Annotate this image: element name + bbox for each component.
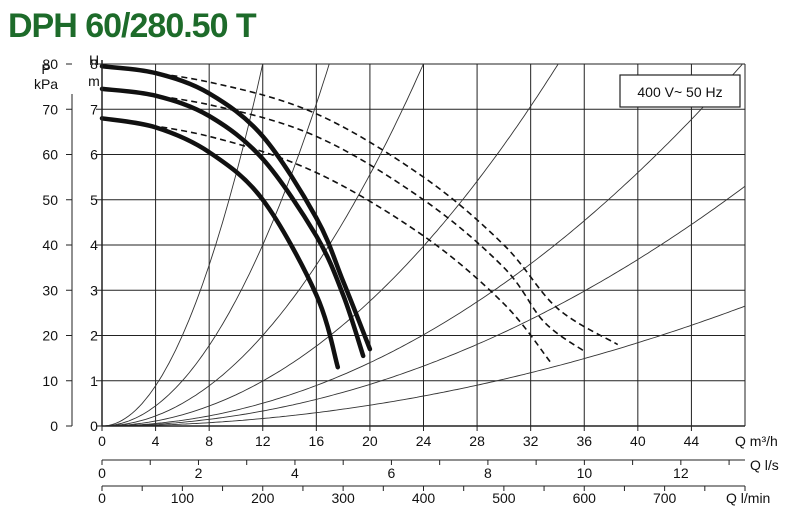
pump-curve-solid — [99, 116, 341, 370]
x-tick-label: 0 — [98, 433, 106, 449]
x2-tick-label: 6 — [388, 465, 396, 481]
y-tick-label: 4 — [90, 237, 98, 253]
x3-tick-label: 400 — [412, 490, 436, 506]
pump-curve-dashed — [101, 65, 619, 346]
system-curve — [102, 63, 743, 427]
annotation-box — [619, 74, 741, 108]
y-tick-label: 3 — [90, 282, 98, 298]
y-tick-label: 0 — [90, 418, 98, 434]
x-tick-label: 32 — [523, 433, 539, 449]
y2-tick-label: 60 — [42, 147, 58, 163]
x2-tick-label: 8 — [484, 465, 492, 481]
axes — [66, 60, 746, 491]
pump-curve-dashed — [101, 117, 552, 364]
x3-tick-label: 200 — [251, 490, 275, 506]
y2-tick-label: 20 — [42, 328, 58, 344]
x3-tick-label: 600 — [573, 490, 597, 506]
x3-tick-label: 700 — [653, 490, 677, 506]
y-tick-label: 7 — [90, 101, 98, 117]
x2-tick-label: 0 — [98, 465, 106, 481]
y2-tick-label: 70 — [42, 101, 58, 117]
x-tick-label: 44 — [684, 433, 700, 449]
x-tick-label: 16 — [309, 433, 325, 449]
y-tick-label: 2 — [90, 328, 98, 344]
x3-axis-label: Q l/min — [726, 490, 770, 506]
y2-label-kpa: kPa — [34, 76, 58, 92]
y2-tick-label: 80 — [42, 56, 58, 72]
x2-tick-label: 4 — [291, 465, 299, 481]
x2-tick-label: 12 — [673, 465, 689, 481]
y2-tick-label: 30 — [42, 282, 58, 298]
grid — [101, 63, 746, 427]
pump-curve-dashed — [101, 88, 585, 352]
y2-tick-label: 10 — [42, 373, 58, 389]
x-tick-label: 20 — [362, 433, 378, 449]
pump-curves — [99, 64, 619, 370]
y2-tick-label: 50 — [42, 192, 58, 208]
system-curve — [102, 305, 746, 427]
x-axis-label-m3h: Q m³/h — [735, 433, 778, 449]
x-tick-label: 24 — [416, 433, 432, 449]
x3-tick-label: 0 — [98, 490, 106, 506]
x-tick-label: 12 — [255, 433, 271, 449]
y-label-m: m — [88, 73, 100, 89]
chart-title: DPH 60/280.50 T — [8, 7, 257, 45]
x3-tick-label: 500 — [492, 490, 516, 506]
x-tick-label: 36 — [576, 433, 592, 449]
x2-tick-label: 10 — [577, 465, 593, 481]
x-tick-label: 40 — [630, 433, 646, 449]
x-tick-label: 4 — [152, 433, 160, 449]
y-tick-label: 8 — [90, 56, 98, 72]
x2-axis-label: Q l/s — [750, 457, 779, 473]
annotation-text: 400 V~ 50 Hz — [637, 84, 722, 100]
y-tick-label: 1 — [90, 373, 98, 389]
system-curve — [102, 185, 746, 427]
x3-tick-label: 300 — [331, 490, 355, 506]
y2-tick-label: 0 — [50, 418, 58, 434]
x-tick-label: 28 — [469, 433, 485, 449]
y2-label-p: P — [41, 61, 50, 77]
x-tick-label: 8 — [205, 433, 213, 449]
y-tick-label: 5 — [90, 192, 98, 208]
x3-tick-label: 100 — [171, 490, 195, 506]
y-tick-label: 6 — [90, 147, 98, 163]
y-label-h: H — [89, 52, 99, 68]
pump-curve-solid — [99, 64, 373, 352]
x2-tick-label: 2 — [195, 465, 203, 481]
system-curve — [102, 63, 424, 427]
y2-tick-label: 40 — [42, 237, 58, 253]
